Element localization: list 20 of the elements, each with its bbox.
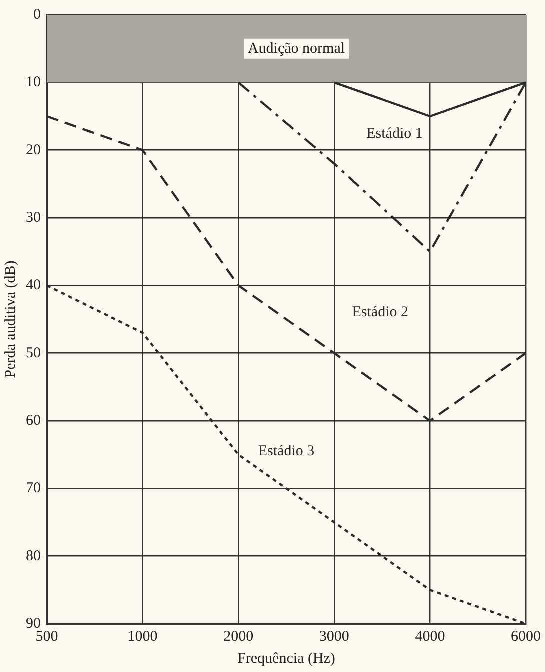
band-label: Audição normal <box>248 40 346 57</box>
y-tick-label: 60 <box>26 412 41 429</box>
y-tick-label: 50 <box>26 345 41 362</box>
y-tick-label: 40 <box>26 278 41 294</box>
series-label: Estádio 3 <box>258 443 315 460</box>
x-tick-label: 4000 <box>415 628 446 645</box>
y-tick-label: 10 <box>26 74 41 91</box>
text: Estádio 2 <box>352 304 409 321</box>
x-tick-label: 3000 <box>319 628 350 645</box>
y-tick-label: 70 <box>26 480 41 497</box>
y-tick-label: 80 <box>26 548 41 564</box>
y-axis-title: Perda auditiva (dB) <box>2 260 19 378</box>
x-tick-label: 1000 <box>128 628 158 645</box>
x-axis-title: Frequência (Hz) <box>238 650 336 667</box>
y-tick-label: 20 <box>26 142 41 158</box>
x-tick-label: 6000 <box>511 628 541 645</box>
x-tick-label: 2000 <box>224 628 254 645</box>
y-tick-label: 30 <box>26 210 41 226</box>
series-label: Estádio 1 <box>366 126 423 142</box>
y-tick-label: 0 <box>34 6 41 23</box>
